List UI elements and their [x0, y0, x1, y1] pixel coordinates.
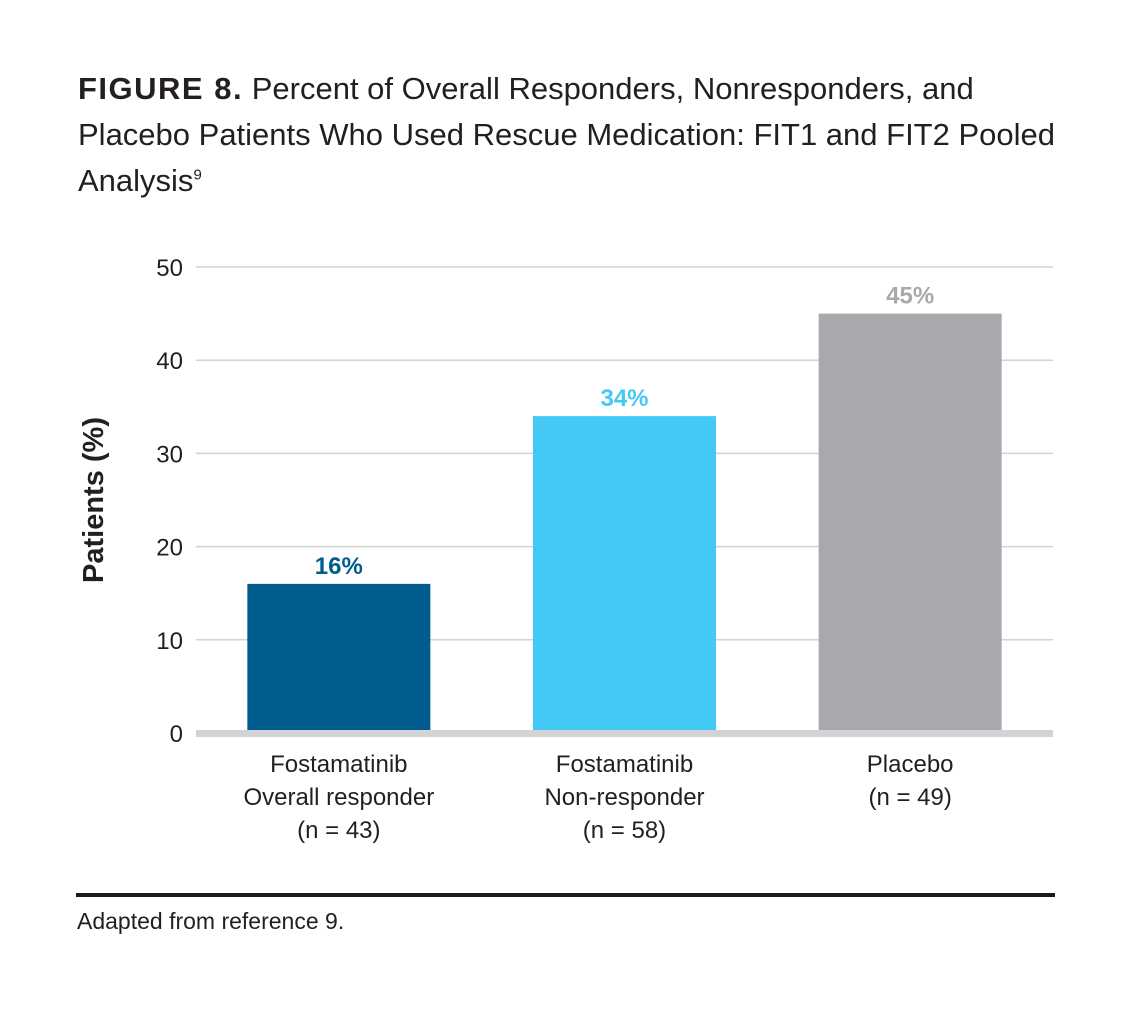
x-tick-label: (n = 43) [297, 817, 380, 844]
y-tick-label: 40 [156, 348, 183, 375]
figure-label: FIGURE 8. [78, 71, 244, 106]
y-tick-label: 10 [156, 628, 183, 655]
bar-chart: 0 10 20 30 40 50 16% 34% 45% Fostamatinib Overal… [78, 255, 1053, 844]
y-tick-label: 30 [156, 441, 183, 468]
source-note: Adapted from reference 9. [77, 908, 345, 934]
bars [196, 313, 1053, 737]
bar [533, 416, 716, 733]
x-axis-labels: Fostamatinib Overall responder (n = 43) Fos… [243, 751, 953, 844]
x-tick-label: (n = 58) [583, 817, 666, 844]
y-tick-label: 50 [156, 255, 183, 282]
y-axis-ticks: 0 10 20 30 40 50 [156, 255, 183, 748]
bar [818, 313, 1002, 733]
data-labels: 16% 34% 45% [315, 283, 934, 580]
figure-title-text: Percent of Overall Responders, Nonrespon… [78, 71, 1055, 198]
y-axis-title: Patients (%) [78, 417, 110, 583]
footer-divider [76, 893, 1055, 897]
x-axis-baseline [196, 730, 1053, 737]
x-tick-label: (n = 49) [868, 784, 951, 811]
figure-title: FIGURE 8. Percent of Overall Responders,… [78, 66, 1068, 204]
x-tick-label: Fostamatinib [270, 751, 407, 778]
x-tick-label: Fostamatinib [556, 751, 693, 778]
data-label: 34% [600, 385, 648, 412]
y-tick-label: 20 [156, 535, 183, 562]
data-label: 45% [886, 283, 934, 310]
x-tick-label: Non-responder [544, 784, 704, 811]
y-tick-label: 0 [170, 721, 183, 748]
data-label: 16% [315, 553, 363, 580]
reference-superscript: 9 [193, 166, 202, 184]
bar [247, 583, 431, 733]
x-tick-label: Placebo [867, 751, 954, 778]
x-tick-label: Overall responder [243, 784, 434, 811]
